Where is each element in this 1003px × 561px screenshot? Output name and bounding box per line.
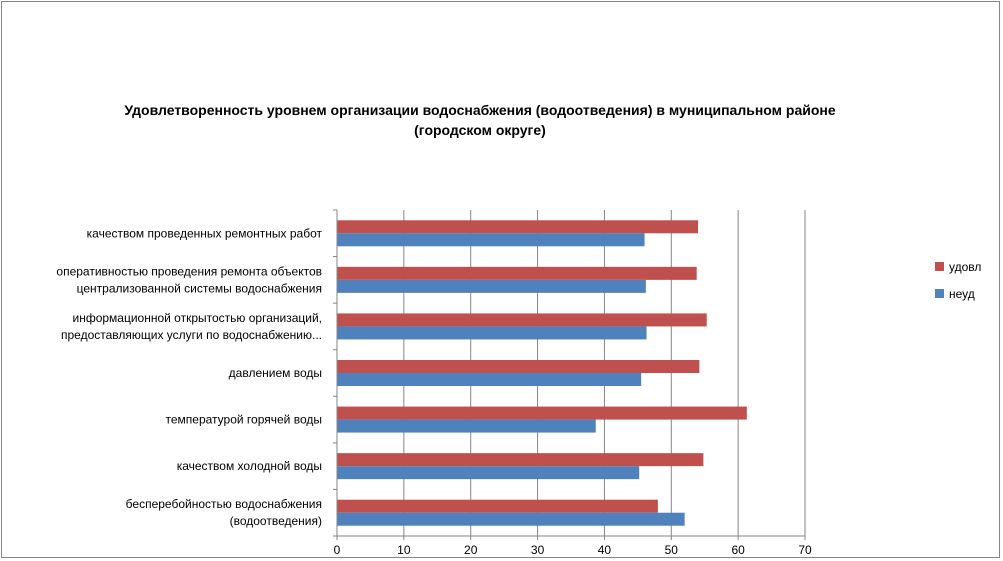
bar-удовл xyxy=(337,313,707,327)
category-label: оперативностью проведения ремонта объект… xyxy=(56,264,322,278)
tick-labels: 0 10 20 30 40 50 60 70 xyxy=(334,543,812,557)
x-tick-label: 0 xyxy=(334,543,341,557)
category-label: бесперебойностью водоснабжения xyxy=(126,497,322,511)
legend-label-неуд: неуд xyxy=(949,287,975,301)
bar-удовл xyxy=(337,360,700,373)
category-label: температурой горячей воды xyxy=(166,413,323,427)
legend-swatch-неуд xyxy=(935,289,944,298)
bar-неуд xyxy=(337,326,647,340)
bar-неуд xyxy=(337,419,596,433)
category-label: информационной открытостью организаций, xyxy=(72,311,322,325)
x-tick-label: 20 xyxy=(464,543,478,557)
category-label: (водоотведения) xyxy=(230,514,322,528)
category-label: давлением воды xyxy=(229,366,322,380)
bar-удовл xyxy=(337,453,704,467)
bar-неуд xyxy=(337,279,646,293)
category-labels: качеством проведенных ремонтных работ опе… xyxy=(56,226,322,528)
x-tick-label: 60 xyxy=(731,543,745,557)
legend-label-удовл: удовл xyxy=(949,260,981,274)
x-tick-label: 30 xyxy=(531,543,545,557)
x-tick-label: 10 xyxy=(397,543,411,557)
category-label: централизованной системы водоснабжения xyxy=(77,281,322,295)
bar-удовл xyxy=(337,499,658,513)
bar-неуд xyxy=(337,233,645,247)
x-tick-label: 70 xyxy=(798,543,812,557)
bar-удовл xyxy=(337,220,699,234)
category-label: предоставляющих услуги по водоснабжению.… xyxy=(61,328,322,342)
chart-title-line-2: (городском округе) xyxy=(414,122,546,138)
category-label: качеством проведенных ремонтных работ xyxy=(87,226,323,240)
bars xyxy=(337,220,747,526)
axes xyxy=(333,209,806,540)
chart-title-line-1: Удовлетворенность уровнем организации во… xyxy=(124,102,836,118)
bar-неуд xyxy=(337,466,640,480)
category-label: качеством холодной воды xyxy=(177,459,322,473)
bar-неуд xyxy=(337,373,642,386)
x-tick-label: 50 xyxy=(665,543,679,557)
legend-swatch-удовл xyxy=(935,262,944,271)
bar-удовл xyxy=(337,266,697,280)
x-tick-label: 40 xyxy=(598,543,612,557)
legend: удовл неуд xyxy=(935,260,981,301)
chart-title: Удовлетворенность уровнем организации во… xyxy=(0,100,960,140)
bar-удовл xyxy=(337,406,747,420)
bar-неуд xyxy=(337,512,685,526)
